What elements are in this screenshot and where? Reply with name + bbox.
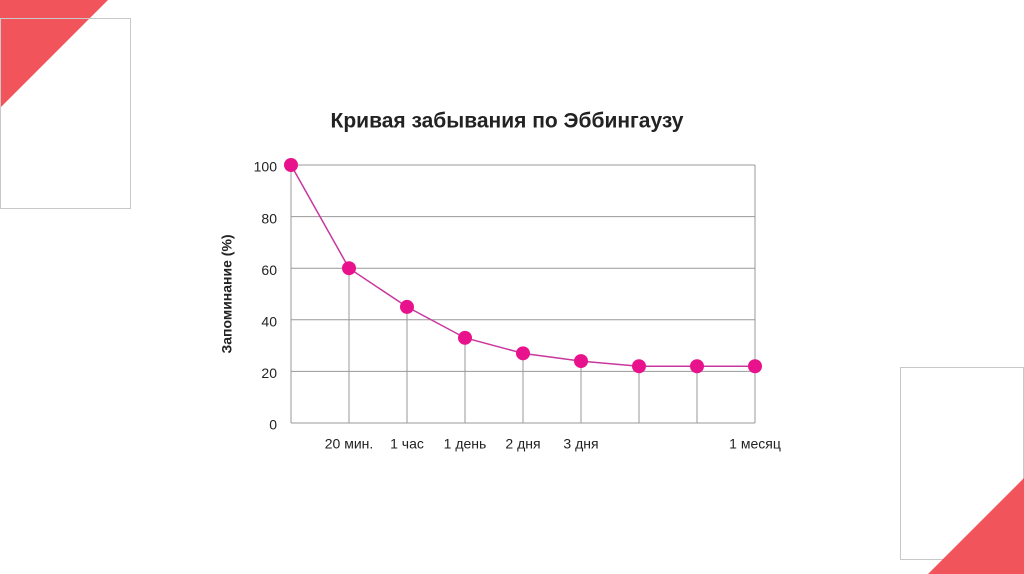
y-tick-label: 0 <box>269 417 277 433</box>
data-point <box>516 346 530 361</box>
data-point <box>284 158 298 172</box>
x-tick-label: 3 дня <box>563 436 598 452</box>
x-tick-label: 1 час <box>390 436 424 452</box>
corner-decoration <box>928 478 1024 574</box>
data-point <box>748 359 762 374</box>
chart-title: Кривая забывания по Эббингаузу <box>331 110 684 133</box>
data-point <box>342 261 356 276</box>
x-tick-label: 1 месяц <box>729 436 781 452</box>
y-tick-label: 40 <box>261 314 277 330</box>
data-line <box>290 164 755 367</box>
corner-decoration <box>0 0 108 108</box>
data-point <box>632 359 646 374</box>
y-axis-label: Запоминание (%) <box>219 234 235 353</box>
x-tick-label: 2 дня <box>505 436 540 452</box>
x-tick-label: 1 день <box>444 436 487 452</box>
y-tick-label: 60 <box>261 262 277 278</box>
y-tick-label: 100 <box>254 159 278 175</box>
y-tick-label: 20 <box>261 365 277 381</box>
x-tick-label: 20 мин. <box>325 436 374 452</box>
data-point <box>574 354 588 369</box>
y-tick-label: 80 <box>261 210 277 226</box>
data-point <box>690 359 704 374</box>
data-point <box>400 299 414 314</box>
frame-decoration <box>0 18 131 209</box>
data-point <box>458 330 472 345</box>
